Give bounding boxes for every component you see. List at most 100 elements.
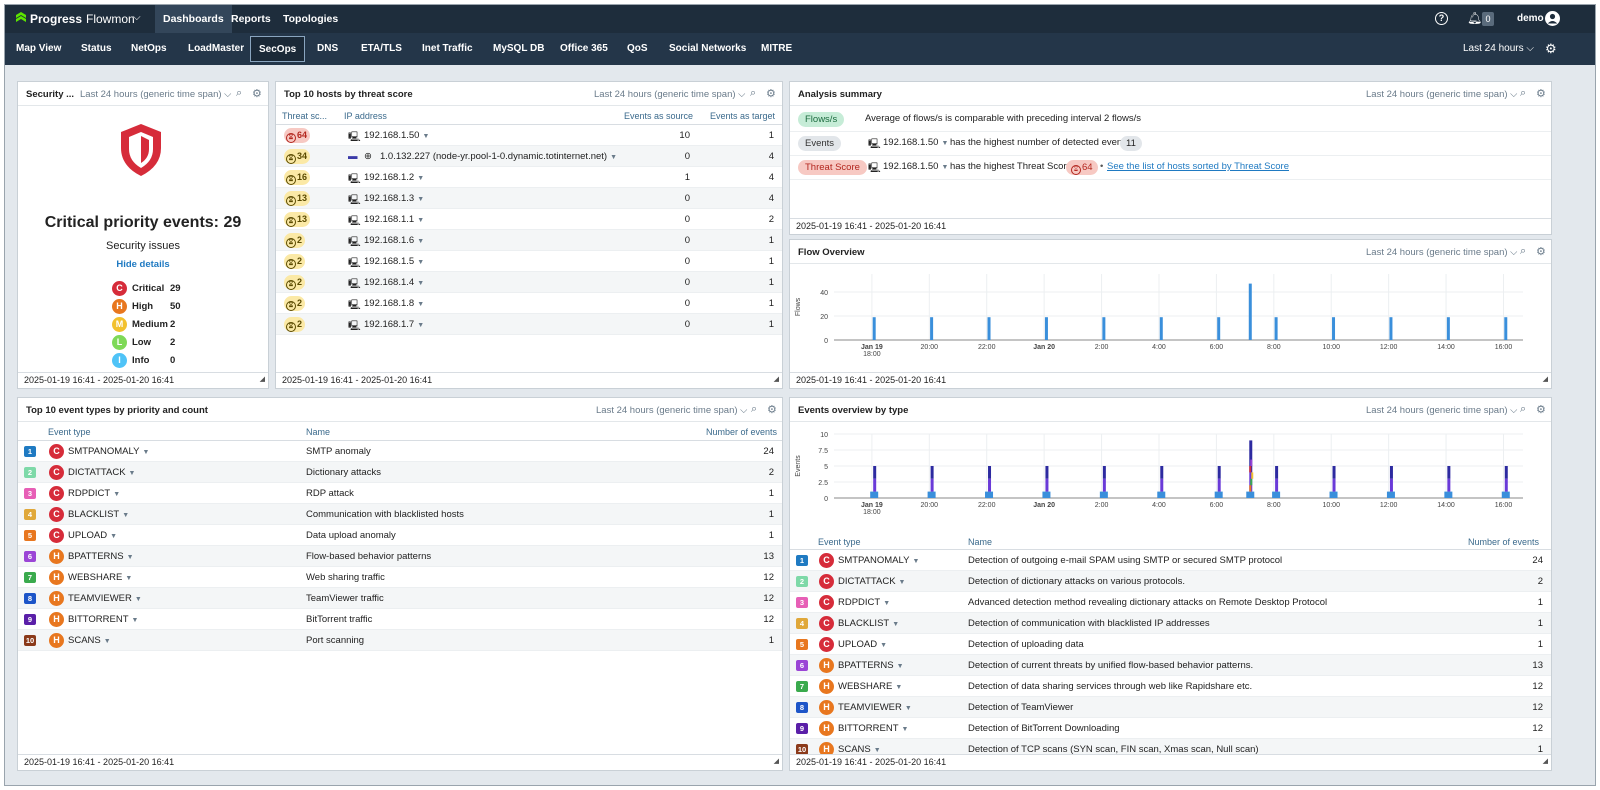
host-row[interactable]: ▬ ⌛︎ 34 ⊕ 1.0.132.227 (node-yr.pool-1-0.dyna… [276,146,782,167]
search-icon[interactable]: ⌕ [750,87,757,99]
event-type-link[interactable]: SMTPANOMALY ▼ [68,446,149,457]
host-ip-link[interactable]: 192.168.1.7 ▼ [364,319,424,330]
event-type-link[interactable]: BLACKLIST ▼ [68,509,129,520]
event-row[interactable]: 8 H TEAMVIEWER ▼ Detection of TeamViewer 12 [790,697,1551,718]
event-row[interactable]: 10 H SCANS ▼ Detection of TCP scans (SYN sca… [790,739,1551,754]
threat-score-link[interactable]: See the list of hosts sorted by Threat S… [1107,161,1290,172]
col-event-type[interactable]: Event type [818,537,861,547]
user-avatar-icon[interactable] [1545,11,1560,26]
gear-icon[interactable]: ⚙ [1536,88,1546,100]
event-type-link[interactable]: RDPDICT ▼ [838,597,890,608]
notification-count[interactable]: 0 [1482,12,1494,26]
event-type-link[interactable]: UPLOAD ▼ [838,639,887,650]
resize-icon[interactable]: ◢ [1542,376,1548,383]
event-row[interactable]: 5 C UPLOAD ▼ Detection of uploading data 1 [790,634,1551,655]
time-span-selector[interactable]: Last 24 hours (generic time span) ⌵ [1366,89,1517,100]
host-ip-link[interactable]: 192.168.1.5 ▼ [364,256,424,267]
search-icon[interactable]: ⌕ [1520,245,1527,257]
col-name[interactable]: Name [306,427,331,437]
time-span-selector[interactable]: Last 24 hours (generic time span) ⌵ [1366,247,1517,258]
tab-status[interactable]: Status [81,43,112,54]
host-ip-link[interactable]: 192.168.1.4 ▼ [364,277,424,288]
tab-map-view[interactable]: Map View [16,43,62,54]
tab-secops[interactable]: SecOps [250,36,306,62]
resize-icon[interactable]: ◢ [259,376,265,383]
user-name[interactable]: demo [1517,13,1544,24]
event-type-link[interactable]: BITTORRENT ▼ [68,614,138,625]
tab-mysql-db[interactable]: MySQL DB [493,43,545,54]
host-row[interactable]: ⌛︎ 2 🖳 192.168.1.6 ▼ 0 1 [276,230,782,251]
tab-social-networks[interactable]: Social Networks [669,43,747,54]
event-type-link[interactable]: BLACKLIST ▼ [838,618,899,629]
nav-dashboards[interactable]: Dashboards [155,5,232,33]
time-span-selector[interactable]: Last 24 hours (generic time span) ⌵ [80,89,231,100]
event-row[interactable]: 9 H BITTORRENT ▼ Detection of BitTorrent Dow… [790,718,1551,739]
event-type-link[interactable]: DICTATTACK ▼ [838,576,905,587]
event-type-link[interactable]: RDPDICT ▼ [68,488,120,499]
event-type-link[interactable]: WEBSHARE ▼ [838,681,902,692]
tab-dns[interactable]: DNS [317,43,339,54]
search-icon[interactable]: ⌕ [1520,403,1527,415]
event-row[interactable]: 9 H BITTORRENT ▼ BitTorrent traffic 12 [18,609,782,630]
chevron-down-icon[interactable]: ⌵ [133,12,141,23]
event-row[interactable]: 7 H WEBSHARE ▼ Web sharing traffic 12 [18,567,782,588]
event-row[interactable]: 1 C SMTPANOMALY ▼ SMTP anomaly 24 [18,441,782,462]
resize-icon[interactable]: ◢ [1542,758,1548,765]
event-type-link[interactable]: UPLOAD ▼ [68,530,117,541]
event-row[interactable]: 8 H TEAMVIEWER ▼ TeamViewer traffic 12 [18,588,782,609]
gear-icon[interactable]: ⚙ [766,88,776,100]
resize-icon[interactable]: ◢ [773,758,779,765]
host-row[interactable]: ⌛︎ 2 🖳 192.168.1.7 ▼ 0 1 [276,314,782,335]
global-time-selector[interactable]: Last 24 hours ⌵ [1455,36,1542,62]
event-type-link[interactable]: BPATTERNS ▼ [838,660,904,671]
event-type-link[interactable]: TEAMVIEWER ▼ [838,702,912,713]
host-ip-link[interactable]: 192.168.1.1 ▼ [364,214,424,225]
host-row[interactable]: ⌛︎ 64 🖳 192.168.1.50 ▼ 10 1 [276,125,782,146]
col-ip-address[interactable]: IP address [344,111,387,121]
host-link[interactable]: 192.168.1.50 ▼ [883,137,948,148]
host-row[interactable]: ⌛︎ 2 🖳 192.168.1.5 ▼ 0 1 [276,251,782,272]
search-icon[interactable]: ⌕ [1520,87,1527,99]
gear-icon[interactable]: ⚙ [1536,246,1546,258]
host-ip-link[interactable]: 192.168.1.50 ▼ [364,130,429,141]
event-row[interactable]: 7 H WEBSHARE ▼ Detection of data sharing ser… [790,676,1551,697]
gear-icon[interactable]: ⚙ [1536,404,1546,416]
tab-netops[interactable]: NetOps [131,43,167,54]
resize-icon[interactable]: ◢ [773,376,779,383]
event-type-link[interactable]: TEAMVIEWER ▼ [68,593,142,604]
gear-icon[interactable]: ⚙ [252,88,262,100]
event-row[interactable]: 1 C SMTPANOMALY ▼ Detection of outgoing e-ma… [790,550,1551,571]
event-row[interactable]: 6 H BPATTERNS ▼ Flow-based behavior patterns… [18,546,782,567]
time-span-selector[interactable]: Last 24 hours (generic time span) ⌵ [1366,405,1517,416]
event-row[interactable]: 6 H BPATTERNS ▼ Detection of current threats… [790,655,1551,676]
host-ip-link[interactable]: 1.0.132.227 (node-yr.pool-1-0.dynamic.to… [380,151,617,162]
col-event-type[interactable]: Event type [48,427,91,437]
settings-gear-icon[interactable]: ⚙ [1545,41,1557,56]
col-events-source[interactable]: Events as source [624,111,694,121]
time-span-selector[interactable]: Last 24 hours (generic time span) ⌵ [594,89,745,100]
host-ip-link[interactable]: 192.168.1.6 ▼ [364,235,424,246]
event-type-link[interactable]: SMTPANOMALY ▼ [838,555,919,566]
event-type-link[interactable]: BPATTERNS ▼ [68,551,134,562]
col-threat-score[interactable]: Threat sc... [282,111,328,121]
tab-qos[interactable]: QoS [627,43,648,54]
host-ip-link[interactable]: 192.168.1.3 ▼ [364,193,424,204]
nav-reports[interactable]: Reports [231,13,271,25]
gear-icon[interactable]: ⚙ [767,404,777,416]
host-row[interactable]: ⌛︎ 13 🖳 192.168.1.1 ▼ 0 2 [276,209,782,230]
host-row[interactable]: ⌛︎ 13 🖳 192.168.1.3 ▼ 0 4 [276,188,782,209]
tab-mitre[interactable]: MITRE [761,43,793,54]
host-row[interactable]: ⌛︎ 2 🖳 192.168.1.4 ▼ 0 1 [276,272,782,293]
time-span-selector[interactable]: Last 24 hours (generic time span) ⌵ [596,405,747,416]
host-link[interactable]: 192.168.1.50 ▼ [883,161,948,172]
nav-topologies[interactable]: Topologies [283,13,339,25]
col-number-events[interactable]: Number of events [1468,537,1540,547]
event-type-link[interactable]: WEBSHARE ▼ [68,572,132,583]
host-ip-link[interactable]: 192.168.1.8 ▼ [364,298,424,309]
event-type-link[interactable]: SCANS ▼ [68,635,111,646]
tab-inet-traffic[interactable]: Inet Traffic [422,43,473,54]
event-row[interactable]: 5 C UPLOAD ▼ Data upload anomaly 1 [18,525,782,546]
event-type-link[interactable]: BITTORRENT ▼ [838,723,908,734]
col-number-events[interactable]: Number of events [706,427,778,437]
search-icon[interactable]: ⌕ [236,87,243,99]
